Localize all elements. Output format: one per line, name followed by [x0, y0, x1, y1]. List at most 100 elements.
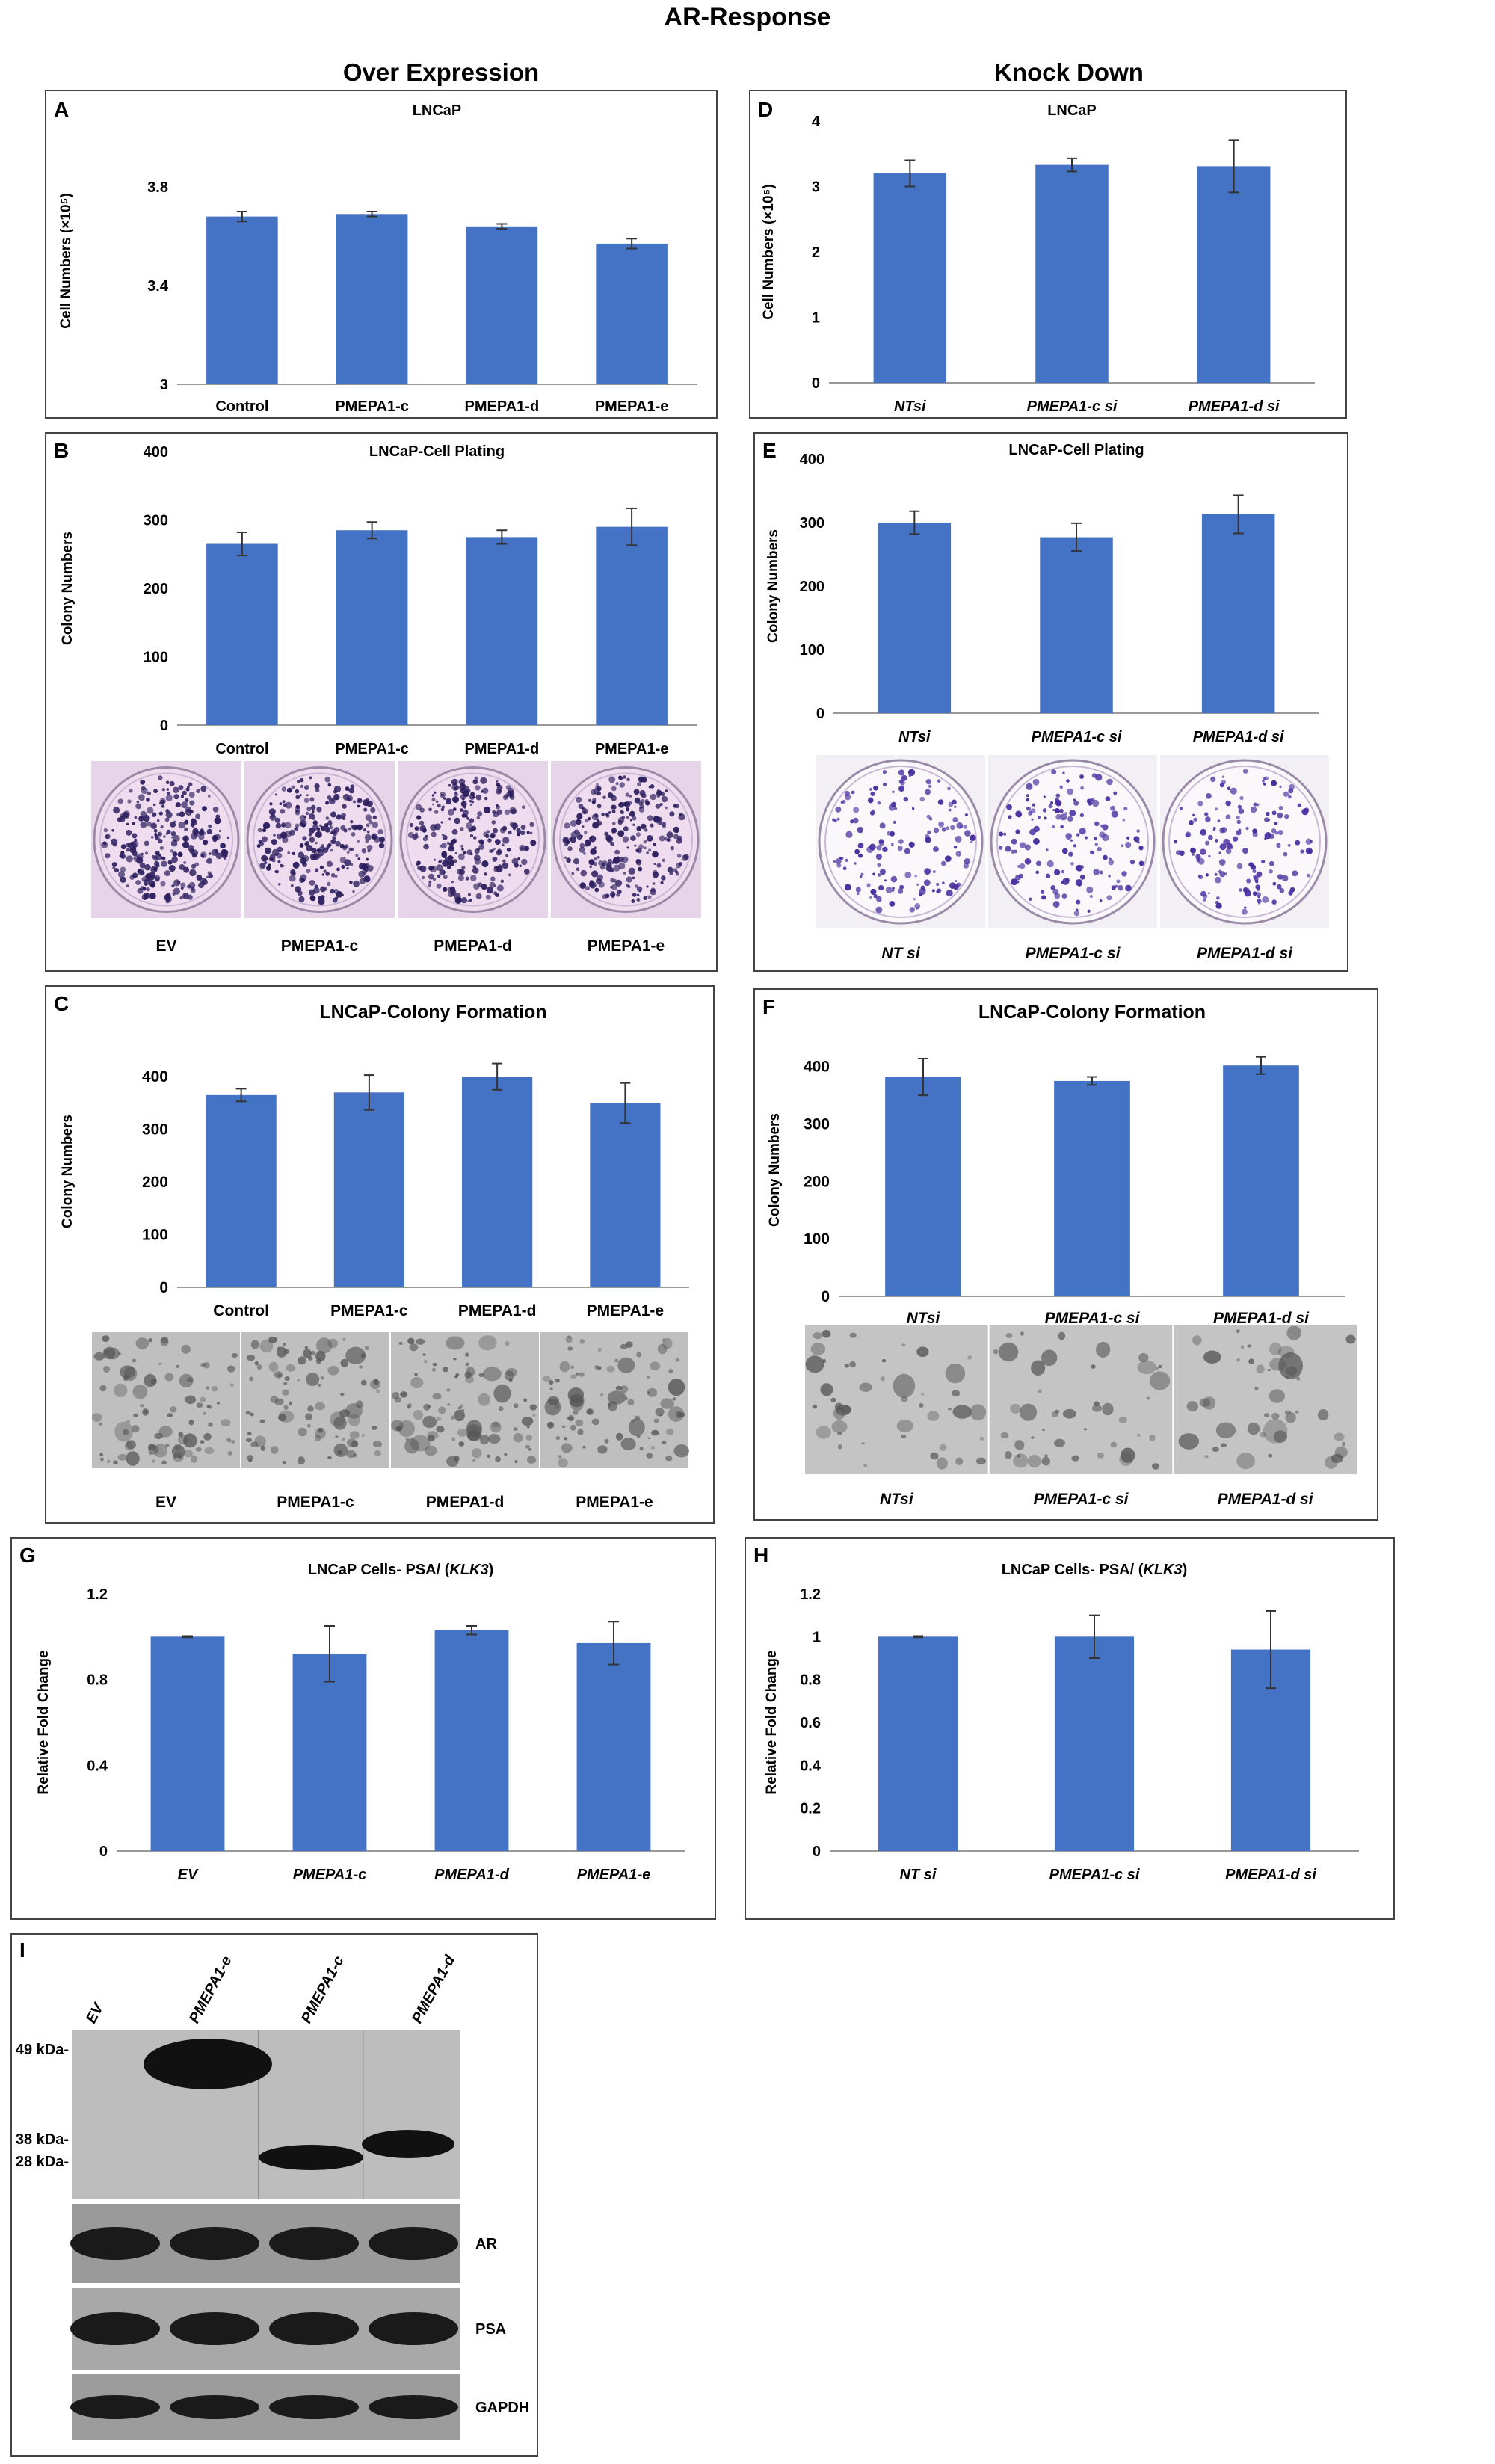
- y-tick-label: 0: [99, 1844, 108, 1860]
- photo-label: PMEPA1-c si: [1034, 1491, 1129, 1508]
- panel-e: E LNCaP-Cell Plating Colony Numbers 0 100 200…: [753, 432, 1348, 972]
- chart-b: B LNCaP-Cell Plating Colony Numbers 0 100 200…: [54, 439, 697, 757]
- band-psa: [269, 2312, 359, 2345]
- chart-f: F LNCaP-Colony Formation Colony Numbers 0 10…: [762, 995, 1346, 1327]
- band-psa: [70, 2312, 160, 2345]
- panel-a: A LNCaP Cell Numbers (×10⁵) 3 3.4 3.8 Control P…: [45, 90, 718, 419]
- y-tick-label: 100: [804, 1231, 830, 1248]
- bar: [1040, 537, 1113, 713]
- panel-h: H LNCaP Cells- PSA/ (KLK3) Relative Fold C…: [745, 1537, 1395, 1920]
- chart-title: LNCaP-Cell Plating: [1008, 442, 1144, 458]
- y-axis-label: Relative Fold Change: [36, 1650, 52, 1794]
- bar: [206, 216, 278, 384]
- bar: [878, 1636, 958, 1851]
- y-tick-label: 100: [144, 650, 168, 666]
- y-tick-label: 400: [800, 452, 824, 468]
- x-tick-label: PMEPA1-d si: [1213, 1310, 1310, 1327]
- colony-photos-c: EV PMEPA1-c PMEPA1-d PMEPA1-e: [91, 1332, 689, 1518]
- colony-photos-e: NT si PMEPA1-c si PMEPA1-d si: [815, 755, 1331, 966]
- y-tick-label: 0: [159, 1279, 168, 1296]
- x-tick-label: PMEPA1-e: [587, 1302, 664, 1319]
- y-axis-label: Cell Numbers (×10⁵): [761, 184, 777, 320]
- colony-photo-strip: EV PMEPA1-c PMEPA1-d PMEPA1-e: [91, 1332, 689, 1511]
- column-title-knock-down: Knock Down: [994, 58, 1144, 86]
- culture-plate-photo: [988, 755, 1157, 928]
- photo-label: PMEPA1-c: [281, 937, 359, 955]
- bar: [336, 530, 408, 725]
- y-tick-label: 200: [144, 581, 168, 597]
- y-tick-label: 0.8: [87, 1672, 108, 1689]
- chart-c: C LNCaP-Colony Formation Colony Numbers 0 10…: [54, 992, 689, 1319]
- y-tick-label: 1.2: [800, 1586, 821, 1603]
- x-tick-label: NTsi: [898, 729, 931, 745]
- soft-agar-photo: [540, 1332, 689, 1468]
- x-tick-label: PMEPA1-e: [595, 741, 669, 757]
- y-axis-label: Colony Numbers: [765, 529, 781, 643]
- bar: [434, 1630, 509, 1851]
- blot-protein-label: AR: [475, 2236, 497, 2252]
- bar: [150, 1636, 225, 1851]
- bar: [596, 243, 668, 384]
- x-tick-label: PMEPA1-c si: [1032, 729, 1122, 745]
- bar: [1054, 1080, 1130, 1296]
- band-psa: [170, 2312, 259, 2345]
- band-pmepa1-d: [362, 2130, 454, 2158]
- y-axis-label: Colony Numbers: [60, 1115, 75, 1228]
- photo-label: PMEPA1-d: [434, 937, 512, 955]
- chart-e: E LNCaP-Cell Plating Colony Numbers 0 100 200…: [762, 439, 1319, 745]
- bar: [885, 1077, 961, 1296]
- x-tick-label: PMEPA1-c: [335, 398, 409, 415]
- photo-label: PMEPA1-d si: [1218, 1491, 1314, 1508]
- y-tick-label: 0.2: [800, 1801, 821, 1817]
- chart-a: A LNCaP Cell Numbers (×10⁵) 3 3.4 3.8 Control P…: [54, 98, 697, 415]
- band-gapdh: [369, 2395, 458, 2419]
- bar: [590, 1103, 661, 1287]
- y-tick-label: 1: [812, 310, 820, 327]
- colony-photos-f: NTsi PMEPA1-c si PMEPA1-d si: [804, 1325, 1357, 1512]
- soft-agar-photo: [91, 1332, 240, 1468]
- y-tick-label: 400: [142, 1068, 168, 1085]
- figure-title: AR-Response: [664, 3, 831, 31]
- kda-marker: 28 kDa-: [16, 2154, 69, 2170]
- blot-protein-label: PSA: [475, 2321, 506, 2338]
- panel-b: B LNCaP-Cell Plating Colony Numbers 0 100 200…: [45, 432, 718, 972]
- western-blot: I EV PMEPA1-e PMEPA1-c PMEPA1-d 49 kDa- 38 kDa…: [16, 1938, 529, 2440]
- y-tick-label: 100: [142, 1227, 168, 1244]
- soft-agar-photo: [805, 1325, 988, 1474]
- y-tick-label: 400: [144, 444, 168, 461]
- y-axis-label: Colony Numbers: [60, 532, 75, 645]
- bar: [1197, 166, 1271, 383]
- photo-label: PMEPA1-e: [576, 1494, 653, 1511]
- y-tick-label: 3.4: [147, 278, 169, 295]
- blot-protein-label: GAPDH: [475, 2400, 529, 2416]
- bar: [1054, 1636, 1135, 1851]
- bar: [333, 1092, 404, 1287]
- colony-photo-strip: NTsi PMEPA1-c si PMEPA1-d si: [805, 1325, 1357, 1508]
- y-axis-label: Relative Fold Change: [764, 1650, 780, 1794]
- y-tick-label: 0: [160, 718, 168, 734]
- y-tick-label: 0: [816, 706, 824, 722]
- chart-title: LNCaP Cells- PSA/ (KLK3): [308, 1562, 494, 1578]
- y-tick-label: 100: [800, 642, 824, 659]
- photo-label: PMEPA1-c: [277, 1494, 354, 1511]
- panel-letter: G: [19, 1544, 36, 1567]
- y-tick-label: 0.4: [800, 1758, 822, 1774]
- lane-label: PMEPA1-c: [298, 1953, 348, 2026]
- panel-letter: I: [19, 1938, 25, 1962]
- bar: [466, 537, 538, 725]
- x-tick-label: PMEPA1-c: [293, 1867, 367, 1883]
- y-tick-label: 0.6: [800, 1715, 821, 1731]
- bar: [878, 523, 952, 713]
- panel-f: F LNCaP-Colony Formation Colony Numbers 0 10…: [753, 988, 1378, 1521]
- bar: [1223, 1065, 1299, 1296]
- lane-label: PMEPA1-d: [409, 1952, 459, 2026]
- bar: [292, 1654, 367, 1851]
- x-tick-label: PMEPA1-c si: [1049, 1867, 1140, 1883]
- y-tick-label: 1: [813, 1629, 821, 1645]
- y-tick-label: 300: [800, 515, 824, 532]
- photo-label: EV: [155, 937, 176, 955]
- y-tick-label: 200: [804, 1173, 830, 1190]
- band-gapdh: [269, 2395, 359, 2419]
- culture-plate-photo: [1160, 755, 1329, 928]
- x-tick-label: PMEPA1-d si: [1225, 1867, 1316, 1883]
